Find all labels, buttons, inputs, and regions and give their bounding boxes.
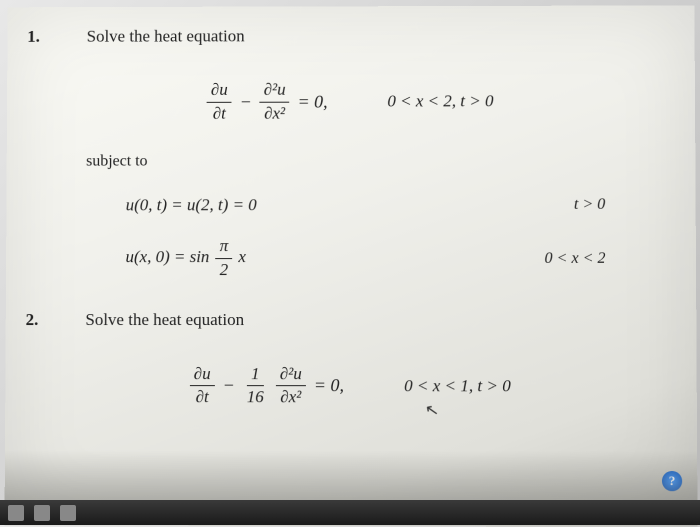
problem-1: 1. Solve the heat equation ∂u ∂t − ∂²u ∂… [36,25,666,280]
frac-den: 2 [216,259,233,280]
ic-equation: u(x, 0) = sin π 2 x [125,237,246,279]
taskbar-icon[interactable] [8,505,24,521]
pi-over-2: π 2 [216,238,233,280]
bc-equation: u(0, t) = u(2, t) = 0 [126,196,257,216]
minus-sign: − [240,92,252,113]
ic-prefix: u(x, 0) = sin [125,248,209,267]
coeff-fraction: 1 16 [243,365,268,408]
frac-num: 1 [247,365,264,387]
subject-to-label: subject to [86,152,665,171]
ic-suffix: x [238,248,246,267]
frac-den: 16 [243,387,268,408]
bc-condition: t > 0 [574,196,605,214]
problem-title: Solve the heat equation [87,25,665,46]
ic-condition: 0 < x < 2 [545,249,606,267]
frac-num: π [216,238,233,260]
help-icon[interactable]: ? [662,471,682,491]
initial-condition: u(x, 0) = sin π 2 x 0 < x < 2 [125,237,665,280]
frac-den: ∂t [192,387,213,408]
frac-den: ∂x² [260,102,289,123]
taskbar [0,500,700,525]
frac-num: ∂u [190,365,215,387]
minus-sign: − [223,376,235,397]
boundary-condition-1: u(0, t) = u(2, t) = 0 t > 0 [126,195,666,216]
frac-den: ∂t [209,102,230,123]
frac-num: ∂²u [276,365,306,387]
dudt-fraction: ∂u ∂t [190,365,215,407]
pde-equation: ∂u ∂t − ∂²u ∂x² = 0, [207,81,328,123]
equals-zero: = 0, [314,376,344,397]
pde-domain: 0 < x < 2, t > 0 [387,92,493,112]
equals-zero: = 0, [298,91,328,112]
document-page: 1. Solve the heat equation ∂u ∂t − ∂²u ∂… [5,5,698,526]
problem-number: 2. [26,310,39,330]
taskbar-icon[interactable] [60,505,76,521]
fade-overlay [5,450,698,501]
problem-number: 1. [27,27,40,47]
pde-equation-2: ∂u ∂t − 1 16 ∂²u ∂x² = 0, [190,365,344,408]
frac-num: ∂²u [260,81,290,103]
problem-title: Solve the heat equation [85,310,666,330]
problem-2: 2. Solve the heat equation ∂u ∂t − 1 16 … [35,310,666,408]
dudt-fraction: ∂u ∂t [207,81,232,123]
d2udx2-fraction: ∂²u ∂x² [260,81,290,123]
taskbar-icon[interactable] [34,505,50,521]
frac-num: ∂u [207,81,232,103]
pde-equation-row: ∂u ∂t − ∂²u ∂x² = 0, 0 < x < 2, t > 0 [37,80,665,123]
frac-den: ∂x² [276,387,305,408]
pde-equation-row-2: ∂u ∂t − 1 16 ∂²u ∂x² = 0, 0 < x < 1, t >… [35,365,666,408]
pde-domain: 0 < x < 1, t > 0 [404,376,511,396]
d2udx2-fraction: ∂²u ∂x² [276,365,306,408]
help-glyph: ? [669,473,676,489]
